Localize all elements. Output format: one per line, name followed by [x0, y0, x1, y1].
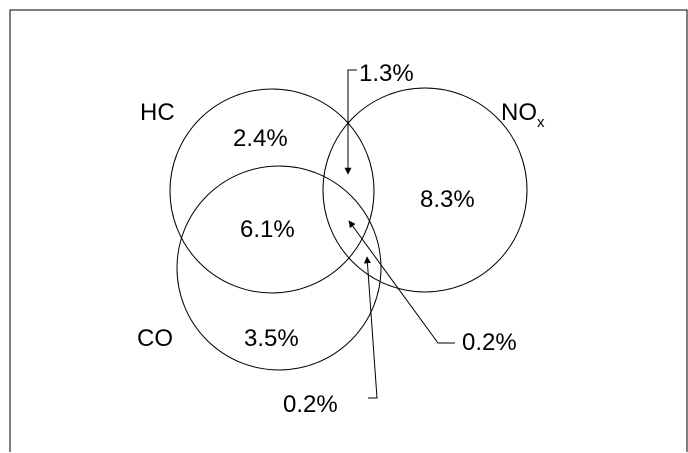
co-label: CO: [137, 325, 173, 352]
nox-co-callout-value: 0.2%: [283, 391, 338, 418]
co-only-value: 3.5%: [244, 325, 299, 352]
hc-nox-callout-value: 1.3%: [359, 60, 414, 87]
hc-nox-co-leader-arrow: [348, 220, 455, 344]
nox-label: NOx: [501, 99, 545, 131]
hc-nox-leader-arrow: [344, 69, 357, 175]
nox-only-value: 8.3%: [420, 186, 475, 213]
nox-co-leader-arrow: [363, 256, 378, 399]
nox-circle: [322, 87, 528, 293]
frame-border: [9, 9, 688, 452]
hc-co-value: 6.1%: [240, 216, 295, 243]
hc-label: HC: [140, 99, 175, 126]
hc-only-value: 2.4%: [233, 125, 288, 152]
co-circle: [176, 165, 382, 371]
hc-nox-co-callout-value: 0.2%: [462, 329, 517, 356]
hc-circle: [169, 88, 375, 294]
